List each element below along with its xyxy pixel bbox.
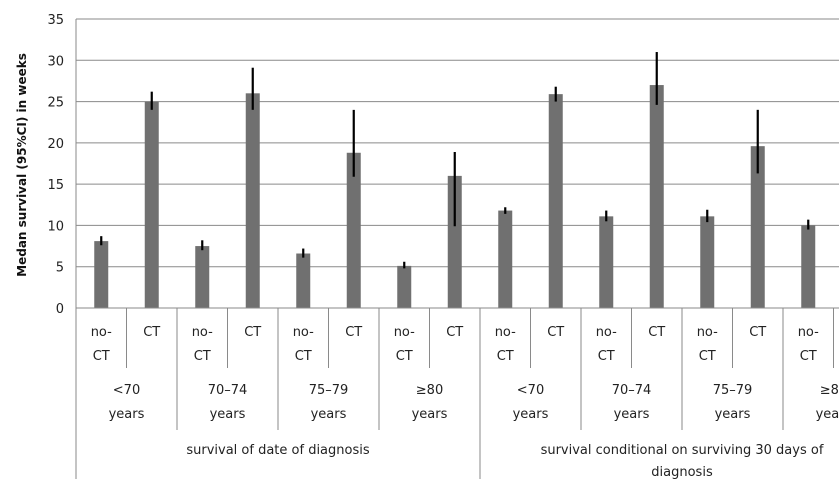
age-band-label: years bbox=[715, 407, 751, 422]
bar bbox=[447, 175, 462, 308]
axes bbox=[75, 19, 839, 479]
y-tick-label: 10 bbox=[47, 219, 64, 234]
age-band-label: years bbox=[412, 407, 448, 422]
x-tick-label: CT bbox=[648, 325, 665, 340]
x-tick-label: no- bbox=[394, 325, 415, 340]
error-bars bbox=[100, 52, 810, 269]
bars bbox=[94, 85, 816, 308]
y-tick-label: 0 bbox=[56, 302, 64, 317]
bar bbox=[397, 265, 412, 308]
y-axis-label: Medan survival (95%CI) in weeks bbox=[15, 53, 29, 277]
age-band-label: 75–79 bbox=[309, 383, 349, 398]
age-band-label: 75–79 bbox=[713, 383, 753, 398]
x-tick-label: CT bbox=[194, 349, 211, 364]
x-tick-label: CT bbox=[345, 325, 362, 340]
group-label: survival of date of diagnosis bbox=[186, 443, 369, 458]
x-tick-label: CT bbox=[800, 349, 817, 364]
age-band-label: years bbox=[210, 407, 246, 422]
age-band-label: ≥80 bbox=[416, 383, 443, 398]
x-tick-label: CT bbox=[749, 325, 766, 340]
y-tick-label: 15 bbox=[47, 178, 64, 193]
x-tick-label: no- bbox=[91, 325, 112, 340]
x-tick-label: CT bbox=[547, 325, 564, 340]
x-tick-label: CT bbox=[396, 349, 413, 364]
x-tick-label: no- bbox=[596, 325, 617, 340]
bar bbox=[144, 101, 159, 308]
bar bbox=[245, 93, 260, 308]
bar bbox=[750, 146, 765, 308]
x-tick-label: no- bbox=[697, 325, 718, 340]
y-tick-label: 30 bbox=[47, 54, 64, 69]
group-label: diagnosis bbox=[651, 465, 713, 479]
age-band-label: <70 bbox=[113, 383, 140, 398]
age-band-label: ≥80 bbox=[820, 383, 839, 398]
x-tick-label: CT bbox=[699, 349, 716, 364]
group-label: survival conditional on surviving 30 day… bbox=[541, 443, 824, 458]
age-band-label: years bbox=[513, 407, 549, 422]
age-band-label: years bbox=[614, 407, 650, 422]
age-band-label: 70–74 bbox=[208, 383, 248, 398]
bar bbox=[801, 225, 816, 308]
bar bbox=[346, 152, 361, 308]
bar bbox=[498, 210, 513, 308]
x-tick-label: CT bbox=[295, 349, 312, 364]
x-tick-label: CT bbox=[93, 349, 110, 364]
age-band-label: 70–74 bbox=[612, 383, 652, 398]
bar bbox=[649, 85, 664, 308]
bar bbox=[548, 94, 563, 308]
age-band-label: years bbox=[816, 407, 839, 422]
y-tick-labels: 0 5 10 15 20 25 30 35 bbox=[47, 13, 64, 317]
category-labels: no- CT CT <70 years no- CT CT 70–74 years no- CT CT 7… bbox=[91, 325, 839, 479]
x-tick-label: CT bbox=[244, 325, 261, 340]
bar bbox=[700, 216, 715, 308]
x-tick-label: no- bbox=[192, 325, 213, 340]
y-tick-label: 5 bbox=[56, 261, 64, 276]
x-tick-label: no- bbox=[293, 325, 314, 340]
x-tick-label: CT bbox=[598, 349, 615, 364]
x-tick-label: no- bbox=[798, 325, 819, 340]
y-tick-label: 35 bbox=[47, 13, 64, 28]
y-tick-label: 25 bbox=[47, 96, 64, 111]
x-tick-label: CT bbox=[143, 325, 160, 340]
bar bbox=[296, 253, 311, 308]
bar bbox=[94, 241, 109, 308]
age-band-label: years bbox=[311, 407, 347, 422]
x-tick-label: CT bbox=[497, 349, 514, 364]
age-band-label: <70 bbox=[517, 383, 544, 398]
x-tick-label: no- bbox=[495, 325, 516, 340]
age-band-label: years bbox=[109, 407, 145, 422]
bar bbox=[599, 216, 614, 308]
bar bbox=[195, 246, 210, 308]
x-tick-label: CT bbox=[446, 325, 463, 340]
y-tick-label: 20 bbox=[47, 137, 64, 152]
